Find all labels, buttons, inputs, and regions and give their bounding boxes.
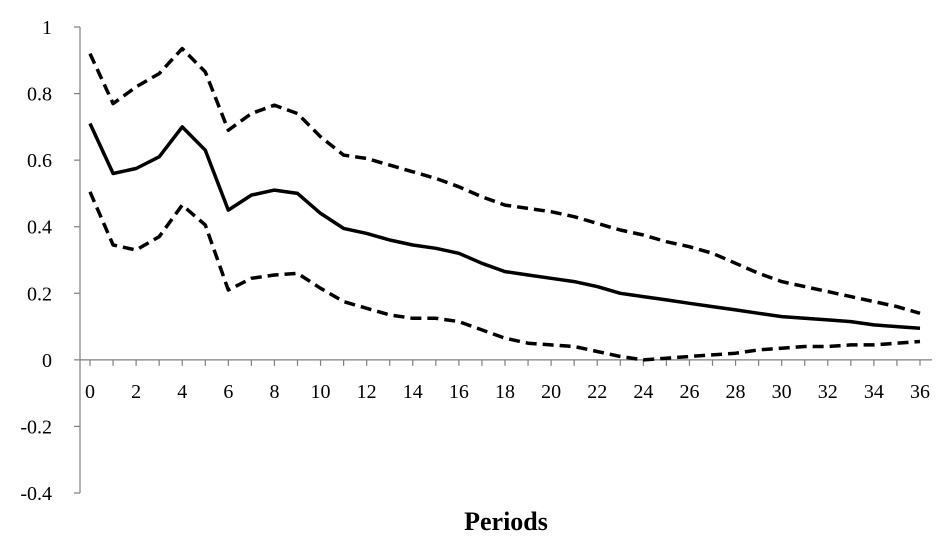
y-tick-label: 0.4 — [27, 217, 52, 239]
x-tick-label: 24 — [633, 381, 653, 403]
y-axis: -0.4 -0.2 0 0.2 0.4 0.6 0.8 1 — [20, 17, 81, 505]
x-axis: 0 2 4 6 8 10 12 14 16 18 20 22 24 26 28 30 32 34 36 — [80, 359, 932, 403]
y-tick-label: 0 — [42, 350, 52, 372]
y-tick-label: -0.2 — [20, 416, 52, 438]
x-tick-label: 30 — [772, 381, 792, 403]
upper-bound-line — [88, 46, 921, 315]
x-tick-label: 4 — [177, 381, 187, 403]
x-tick-label: 20 — [541, 381, 561, 403]
x-tick-label: 34 — [864, 381, 884, 403]
y-tick-label: 0.2 — [27, 283, 52, 305]
y-tick-label: 0.6 — [27, 150, 52, 172]
x-tick-label: 28 — [726, 381, 746, 403]
y-tick-label: 0.8 — [27, 84, 52, 106]
x-tick-label: 0 — [85, 381, 95, 403]
x-tick-label: 10 — [311, 381, 331, 403]
x-tick-label: 18 — [495, 381, 515, 403]
x-tick-label: 26 — [679, 381, 699, 403]
x-tick-label: 32 — [818, 381, 838, 403]
x-tick-label: 12 — [357, 381, 377, 403]
y-tick-label: -0.4 — [20, 483, 52, 505]
point-estimate-line — [88, 122, 921, 330]
series-lines — [88, 46, 921, 362]
x-tick-label: 16 — [449, 381, 469, 403]
x-tick-label: 8 — [269, 381, 279, 403]
x-tick-label: 6 — [223, 381, 233, 403]
x-tick-label: 36 — [910, 381, 930, 403]
x-tick-label: 2 — [131, 381, 141, 403]
x-tick-label: 22 — [587, 381, 607, 403]
lower-bound-line — [88, 191, 921, 362]
x-axis-title: Periods — [464, 507, 548, 536]
y-tick-label: 1 — [42, 17, 52, 39]
x-tick-label: 14 — [403, 381, 423, 403]
